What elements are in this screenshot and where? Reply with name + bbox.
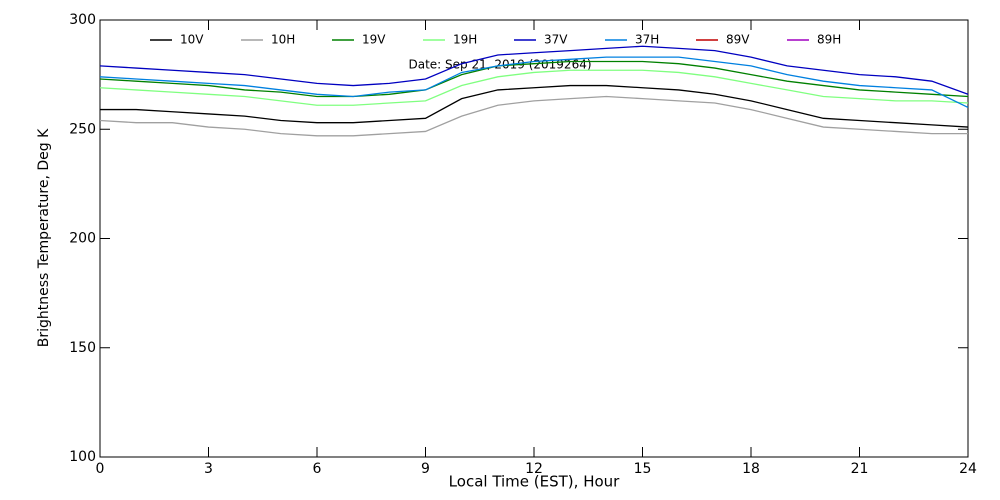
series-line <box>99 45 969 95</box>
plot-frame <box>99 19 969 458</box>
y-tick-label: 100 <box>69 449 96 465</box>
legend-label: 10H <box>271 33 295 47</box>
legend-label: 89V <box>726 33 750 47</box>
x-tick-label: 18 <box>742 461 760 477</box>
x-tick-label: 15 <box>634 461 652 477</box>
x-tick-label: 24 <box>959 461 977 477</box>
legend-label: 10V <box>180 33 204 47</box>
y-axis-label: Brightness Temperature, Deg K <box>36 128 52 347</box>
x-tick-label: 0 <box>96 461 105 477</box>
x-axis-label: Local Time (EST), Hour <box>449 473 620 491</box>
y-tick-label: 200 <box>69 231 96 247</box>
y-tick-label: 150 <box>69 340 96 356</box>
series-line <box>99 69 969 106</box>
x-tick-label: 9 <box>421 461 430 477</box>
x-tick-label: 12 <box>525 461 543 477</box>
series-line <box>99 95 968 137</box>
x-tick-label: 21 <box>851 461 869 477</box>
y-tick-label: 250 <box>69 121 96 137</box>
x-tick-label: 6 <box>313 461 322 477</box>
x-tick-label: 3 <box>204 461 213 477</box>
series-line <box>99 60 969 98</box>
legend-label: 19V <box>362 33 386 47</box>
legend-label: 19H <box>453 33 477 47</box>
y-tick-label: 300 <box>69 12 96 28</box>
legend-label: 37V <box>544 33 568 47</box>
series-line <box>99 56 969 108</box>
legend-label: 37H <box>635 33 659 47</box>
legend-label: 89H <box>817 33 841 47</box>
series-line <box>100 84 969 128</box>
